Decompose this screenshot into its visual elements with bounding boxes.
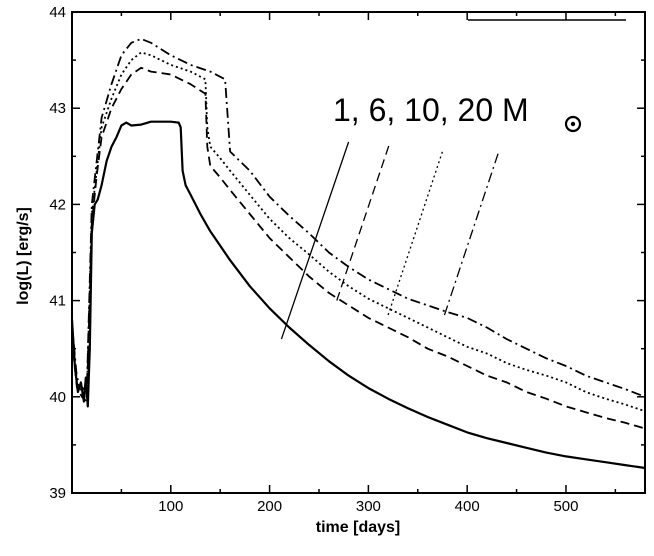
mass-annotation: 1, 6, 10, 20 M: [333, 92, 582, 133]
x-tick-label: 300: [356, 498, 381, 515]
x-axis-label: time [days]: [316, 519, 400, 536]
tick-marks: [72, 11, 645, 494]
y-tick-label: 44: [49, 4, 66, 21]
series-line-20: [71, 38, 646, 398]
pointer-line-10: [387, 151, 444, 316]
y-tick-label: 43: [49, 100, 66, 117]
y-tick-label: 40: [49, 389, 66, 406]
y-tick-label: 39: [49, 485, 66, 502]
x-tick-label: 100: [158, 498, 183, 515]
tick-labels: 39 40 41 42 43 44 100 200 300 400 500: [49, 4, 578, 515]
pointer-line-20: [443, 151, 500, 316]
x-tick-label: 500: [553, 498, 578, 515]
pointer-lines: [280, 141, 500, 340]
sun-symbol-ring: [564, 115, 582, 133]
x-tick-label: 400: [455, 498, 480, 515]
sun-symbol-dot: [570, 121, 576, 127]
y-tick-label: 42: [49, 196, 66, 213]
series-line-6: [71, 66, 646, 430]
y-axis-label: log(L) [erg/s]: [15, 207, 32, 305]
plot-frame: [71, 11, 646, 494]
series-lines: [70, 38, 646, 470]
x-tick-label: 200: [257, 498, 282, 515]
sun-symbol-icon: [564, 115, 582, 133]
series-line-10: [71, 51, 646, 413]
y-tick-label: 41: [49, 293, 66, 310]
series-line-1: [70, 120, 646, 470]
pointer-line-1: [280, 141, 350, 340]
mass-annotation-text: 1, 6, 10, 20 M: [333, 92, 529, 128]
